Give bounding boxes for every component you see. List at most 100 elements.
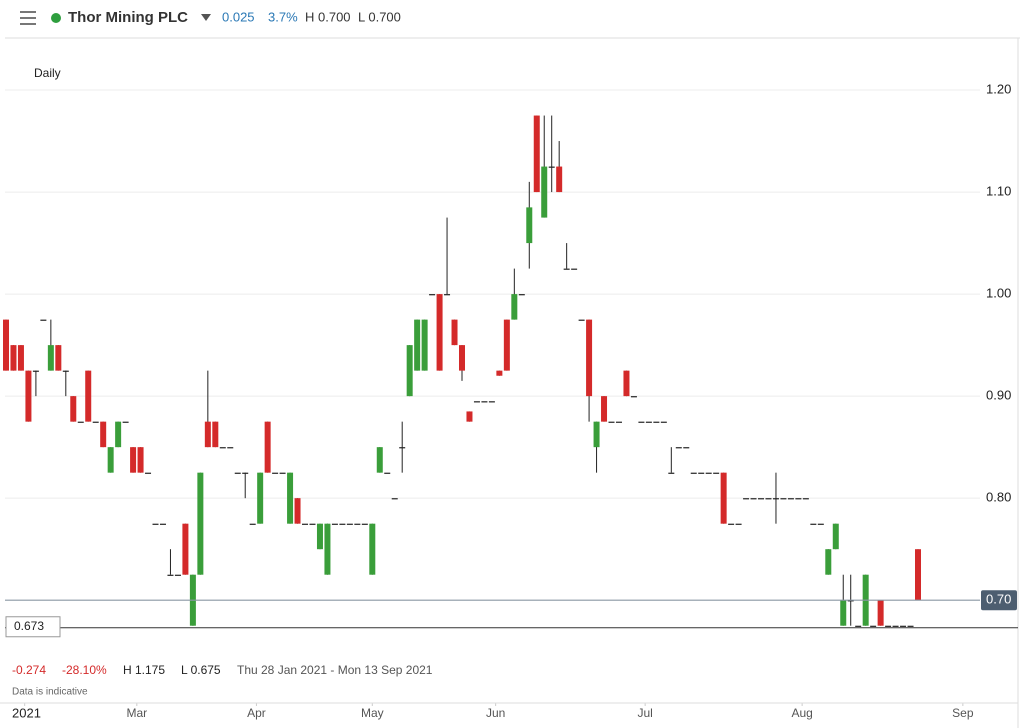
candle-body <box>369 523 376 575</box>
candle-body <box>182 523 189 575</box>
candle-body <box>772 498 779 500</box>
header-high: H 0.700 <box>305 9 351 24</box>
candle-body <box>675 447 682 449</box>
candle-body <box>907 625 914 627</box>
candle-body <box>324 523 331 575</box>
candle-body <box>915 549 921 601</box>
status-dot <box>51 13 61 23</box>
x-tick-label: Jun <box>486 706 505 720</box>
candle-body <box>548 166 555 168</box>
y-tick-label: 1.20 <box>986 81 1011 96</box>
candle-body <box>690 472 697 474</box>
candle-body <box>586 319 593 397</box>
dropdown-caret[interactable] <box>201 14 211 21</box>
footer-high: H 1.175 <box>123 663 165 677</box>
header-change-pct: 3.7% <box>268 9 298 24</box>
candle-body <box>376 447 383 473</box>
candle-body <box>496 370 503 376</box>
x-tick-label: Jul <box>637 706 652 720</box>
candle-body <box>77 421 84 423</box>
candle-body <box>204 421 211 448</box>
candle-body <box>668 472 675 474</box>
candle-body <box>346 523 353 525</box>
candle-body <box>556 166 563 193</box>
plot-area: 0.80 0.90 1.00 1.10 1.20 2021 Mar Apr May Jun Jul A… <box>3 81 1018 720</box>
candle-body <box>750 498 757 500</box>
candle-body <box>85 370 92 422</box>
candle-body <box>3 319 9 371</box>
candle-body <box>316 523 323 550</box>
candle-body <box>877 600 884 626</box>
candle-body <box>242 472 249 474</box>
candle-body <box>92 421 99 423</box>
candle-body <box>429 294 436 296</box>
candle-body <box>705 472 712 474</box>
x-tick-label: Mar <box>126 706 147 720</box>
candle-body <box>810 523 817 525</box>
candle-body <box>145 472 152 474</box>
candle-body <box>339 523 346 525</box>
candle-body <box>331 523 338 525</box>
candle-body <box>892 625 899 627</box>
candle-body <box>62 370 69 372</box>
candle-body <box>683 447 690 449</box>
candle-body <box>384 472 391 474</box>
candle-body <box>593 421 600 448</box>
candle-body <box>197 472 204 575</box>
menu-icon[interactable] <box>20 11 36 25</box>
candle-body <box>302 523 309 525</box>
candle-body <box>279 472 286 474</box>
candle-body <box>10 345 17 371</box>
y-tick-label: 0.90 <box>986 388 1011 403</box>
candle-body <box>735 523 742 525</box>
candle-body <box>660 421 667 423</box>
candle-body <box>698 472 705 474</box>
candle-body <box>578 319 585 321</box>
candle-body <box>571 268 578 270</box>
candle-body <box>728 523 735 525</box>
candle-body <box>152 523 159 525</box>
candle-body <box>25 370 32 422</box>
candle-body <box>832 523 839 550</box>
candle-body <box>623 370 630 397</box>
candle-body <box>511 294 518 320</box>
candle-body <box>122 421 129 423</box>
candle-body <box>287 472 294 524</box>
candle-body <box>713 472 720 474</box>
candle-body <box>630 396 637 398</box>
instrument-name[interactable]: Thor Mining PLC <box>68 9 188 26</box>
candle-body <box>436 294 443 371</box>
candle-body <box>720 472 727 524</box>
candle-body <box>32 370 39 372</box>
x-tick-label: Apr <box>247 706 266 720</box>
x-tick-label: 2021 <box>12 705 41 720</box>
candle-body <box>765 498 772 500</box>
header-low: L 0.700 <box>358 9 401 24</box>
y-tick-label: 1.00 <box>986 286 1011 301</box>
candle-body <box>787 498 794 500</box>
y-tick-label: 1.10 <box>986 184 1011 199</box>
footer-range: Thu 28 Jan 2021 - Mon 13 Sep 2021 <box>237 663 433 677</box>
candle-body <box>615 421 622 423</box>
candle-body <box>100 421 107 448</box>
x-tick-label: May <box>361 706 384 720</box>
candle-body <box>601 396 608 422</box>
crosshair-label: 0.673 <box>14 619 44 633</box>
candle-body <box>653 421 660 423</box>
footer-change: -0.274 <box>12 663 46 677</box>
candle-body <box>526 207 533 244</box>
candle-body <box>541 166 548 218</box>
candle-body <box>399 447 406 449</box>
header-change: 0.025 <box>222 9 255 24</box>
candle-body <box>257 472 264 524</box>
candle-body <box>17 345 24 371</box>
candle-body <box>885 625 892 627</box>
candle-body <box>870 625 877 627</box>
candle-body <box>167 574 174 576</box>
footer-low: L 0.675 <box>181 663 221 677</box>
candle-body <box>518 294 525 296</box>
candle-body <box>421 319 428 371</box>
candle-body <box>361 523 368 525</box>
